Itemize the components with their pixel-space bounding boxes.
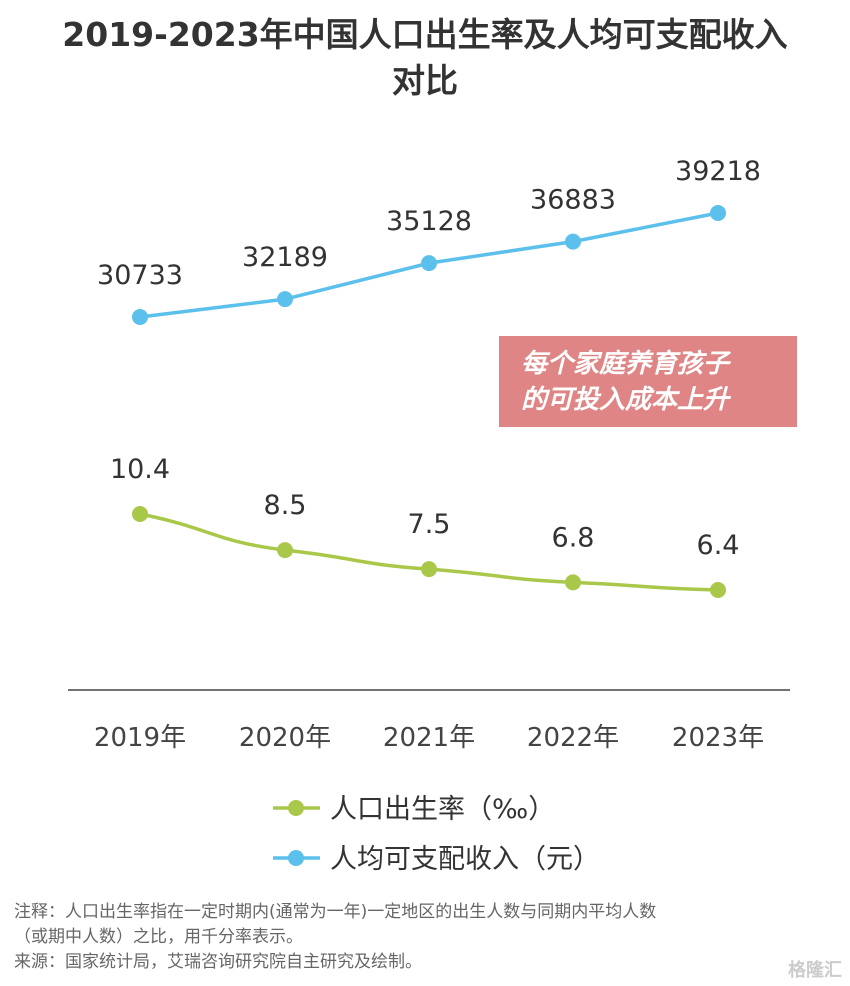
chart-title: 2019-2023年中国人口出生率及人均可支配收入 对比 (0, 12, 850, 104)
x-tick-label: 2023年 (672, 723, 764, 753)
footnote: 注释：人口出生率指在一定时期内(通常为一年)一定地区的出生人数与同期内平均人数 （… (14, 900, 844, 975)
data-point (277, 542, 293, 559)
data-point (277, 291, 293, 308)
data-point (565, 574, 581, 591)
note-line-1: 注释：人口出生率指在一定时期内(通常为一年)一定地区的出生人数与同期内平均人数 (14, 902, 657, 922)
data-point (132, 506, 148, 522)
data-point (421, 561, 437, 578)
data-point (710, 582, 726, 598)
data-point (565, 233, 581, 250)
data-label: 6.4 (697, 530, 740, 561)
data-point (132, 309, 148, 325)
source-line: 来源：国家统计局，艾瑞咨询研究院自主研究及绘制。 (14, 952, 422, 972)
data-point (421, 255, 437, 272)
data-point (710, 205, 726, 221)
x-tick-label: 2022年 (527, 723, 619, 753)
x-tick-label: 2019年 (94, 723, 186, 753)
data-label: 30733 (97, 260, 183, 291)
legend-label: 人口出生率（‰） (330, 794, 555, 825)
data-label: 36883 (530, 185, 616, 216)
callout-line-2: 的可投入成本上升 (521, 385, 730, 415)
line-chart: 2019年 2020年 2021年 2022年 2023年 30733 32189 35128… (68, 156, 790, 875)
data-label: 32189 (242, 242, 328, 273)
data-label: 7.5 (408, 509, 451, 540)
legend-marker (288, 800, 304, 816)
data-label: 8.5 (264, 490, 307, 521)
callout-line-1: 每个家庭养育孩子 (521, 349, 730, 379)
watermark-logo: 格隆汇 (788, 960, 842, 981)
x-tick-label: 2021年 (383, 723, 475, 753)
data-label: 35128 (386, 206, 472, 237)
data-label: 10.4 (110, 454, 170, 485)
legend-label: 人均可支配收入（元） (330, 844, 600, 875)
x-tick-label: 2020年 (239, 723, 331, 753)
data-label: 6.8 (552, 522, 595, 553)
callout-box: 每个家庭养育孩子 的可投入成本上升 (499, 336, 797, 427)
title-line-1: 2019-2023年中国人口出生率及人均可支配收入 (62, 15, 788, 54)
data-label: 39218 (675, 156, 761, 187)
legend-marker (288, 850, 304, 866)
title-line-2: 对比 (392, 61, 458, 100)
note-line-2: （或期中人数）之比，用千分率表示。 (14, 927, 303, 947)
